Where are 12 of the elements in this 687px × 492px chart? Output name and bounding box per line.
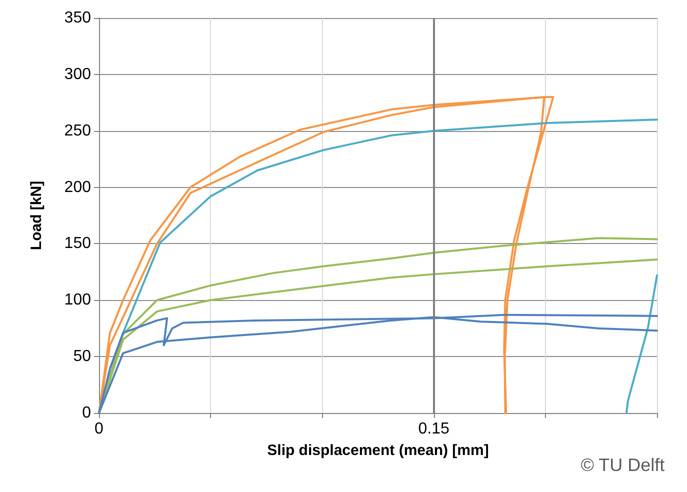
y-tick-label: 350 <box>64 10 92 26</box>
y-tick-label: 100 <box>64 292 92 309</box>
y-tick-label: 50 <box>73 348 92 366</box>
y-tick-label: 200 <box>64 178 92 196</box>
y-tick-label: 300 <box>64 66 92 83</box>
text: © TU Delft <box>580 455 665 475</box>
y-tick-label: 250 <box>64 122 92 140</box>
y-axis-title: Load [kN] <box>28 180 45 250</box>
y-tick-label: 0 <box>82 404 92 422</box>
x-axis-title: Slip displacement (mean) [mm] <box>267 442 489 459</box>
y-tick-label: 150 <box>64 235 92 252</box>
x-tick-label: 0.15 <box>418 420 450 438</box>
